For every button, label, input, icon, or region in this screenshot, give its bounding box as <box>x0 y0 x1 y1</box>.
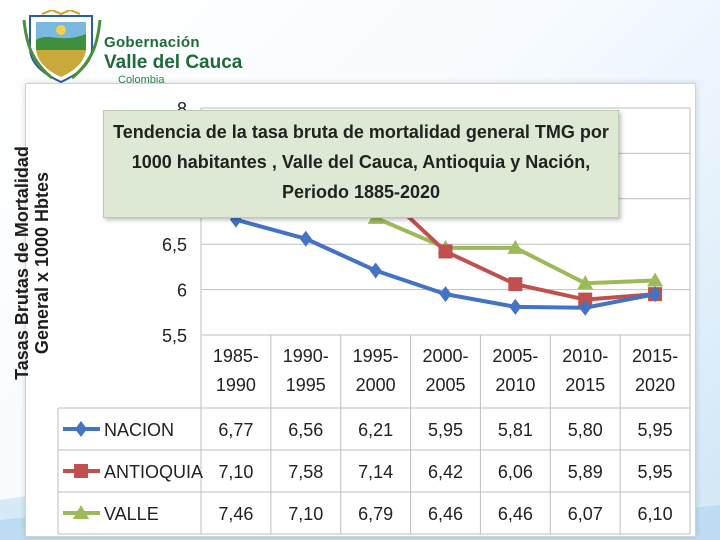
table-value: 6,79 <box>358 504 393 524</box>
x-tick-label: 2005- <box>492 346 538 366</box>
x-tick-label: 2000- <box>422 346 468 366</box>
data-point-antioquia <box>438 244 453 259</box>
legend-marker-antioquia <box>74 464 88 478</box>
y-tick-label: 6 <box>177 281 187 301</box>
data-point-nacion <box>439 286 452 303</box>
brand-line2: Valle del Cauca <box>104 52 243 73</box>
y-tick-label: 8 <box>177 99 187 119</box>
table-value: 6,46 <box>428 504 463 524</box>
table-value: 6,46 <box>498 504 533 524</box>
data-point-nacion <box>579 299 592 316</box>
table-value: 5,80 <box>568 420 603 440</box>
table-value: 6,42 <box>428 462 463 482</box>
table-value: 7,10 <box>288 504 323 524</box>
table-value: 6,06 <box>498 462 533 482</box>
chart-title-line3: Periodo 1885-2020 <box>281 182 441 202</box>
data-point-antioquia <box>578 292 593 307</box>
table-value: 6,07 <box>568 504 603 524</box>
legend-marker-nacion <box>75 421 87 437</box>
table-value: 6,10 <box>638 504 673 524</box>
table-value: 5,95 <box>638 462 673 482</box>
x-tick-label: 2000 <box>356 375 396 395</box>
data-point-nacion <box>369 262 382 279</box>
x-tick-label: 1995- <box>353 346 399 366</box>
table-value: 7,58 <box>288 462 323 482</box>
y-axis-label: Tasas Brutas de Mortalidad General x 100… <box>12 83 52 443</box>
table-value: 6,21 <box>358 420 393 440</box>
x-tick-label: 1990- <box>283 346 329 366</box>
y-axis-label-line2: General x 1000 Hbtes <box>32 171 52 355</box>
data-point-antioquia <box>508 277 523 292</box>
data-point-nacion <box>299 230 312 247</box>
x-tick-label: 2015 <box>565 375 605 395</box>
y-tick-label: 6,5 <box>162 235 187 255</box>
x-tick-label: 2015- <box>632 346 678 366</box>
x-tick-label: 2020 <box>635 375 675 395</box>
gobernacion-shield-logo <box>22 10 102 84</box>
data-point-valle <box>577 275 594 290</box>
data-point-valle <box>647 272 664 287</box>
table-value: 7,10 <box>218 462 253 482</box>
data-point-nacion <box>649 286 662 303</box>
data-point-valle <box>507 239 524 254</box>
x-tick-label: 1995 <box>286 375 326 395</box>
chart-title-line1: Tendencia de la tasa bruta de mortalidad… <box>113 122 609 142</box>
x-tick-label: 2005 <box>425 375 465 395</box>
y-tick-label: 5,5 <box>162 326 187 346</box>
table-value: 5,95 <box>428 420 463 440</box>
table-value: 5,81 <box>498 420 533 440</box>
legend-label: VALLE <box>104 504 159 524</box>
legend-marker-valle <box>73 505 89 519</box>
table-value: 7,14 <box>358 462 393 482</box>
data-point-nacion <box>509 298 522 315</box>
table-value: 5,89 <box>568 462 603 482</box>
table-value: 7,46 <box>218 504 253 524</box>
y-axis-label-line1: Tasas Brutas de Mortalidad <box>12 146 32 380</box>
x-tick-label: 2010 <box>495 375 535 395</box>
legend-label: ANTIOQUIA <box>104 462 203 482</box>
chart-title-box: Tendencia de la tasa bruta de mortalidad… <box>103 110 619 218</box>
brand-line1: Gobernación <box>104 34 200 51</box>
x-tick-label: 1985- <box>213 346 259 366</box>
x-tick-label: 1990 <box>216 375 256 395</box>
chart-title-line2: 1000 habitantes , Valle del Cauca, Antio… <box>131 152 591 172</box>
legend-label: NACION <box>104 420 174 440</box>
table-value: 6,77 <box>218 420 253 440</box>
table-value: 6,56 <box>288 420 323 440</box>
x-tick-label: 2010- <box>562 346 608 366</box>
table-value: 5,95 <box>638 420 673 440</box>
